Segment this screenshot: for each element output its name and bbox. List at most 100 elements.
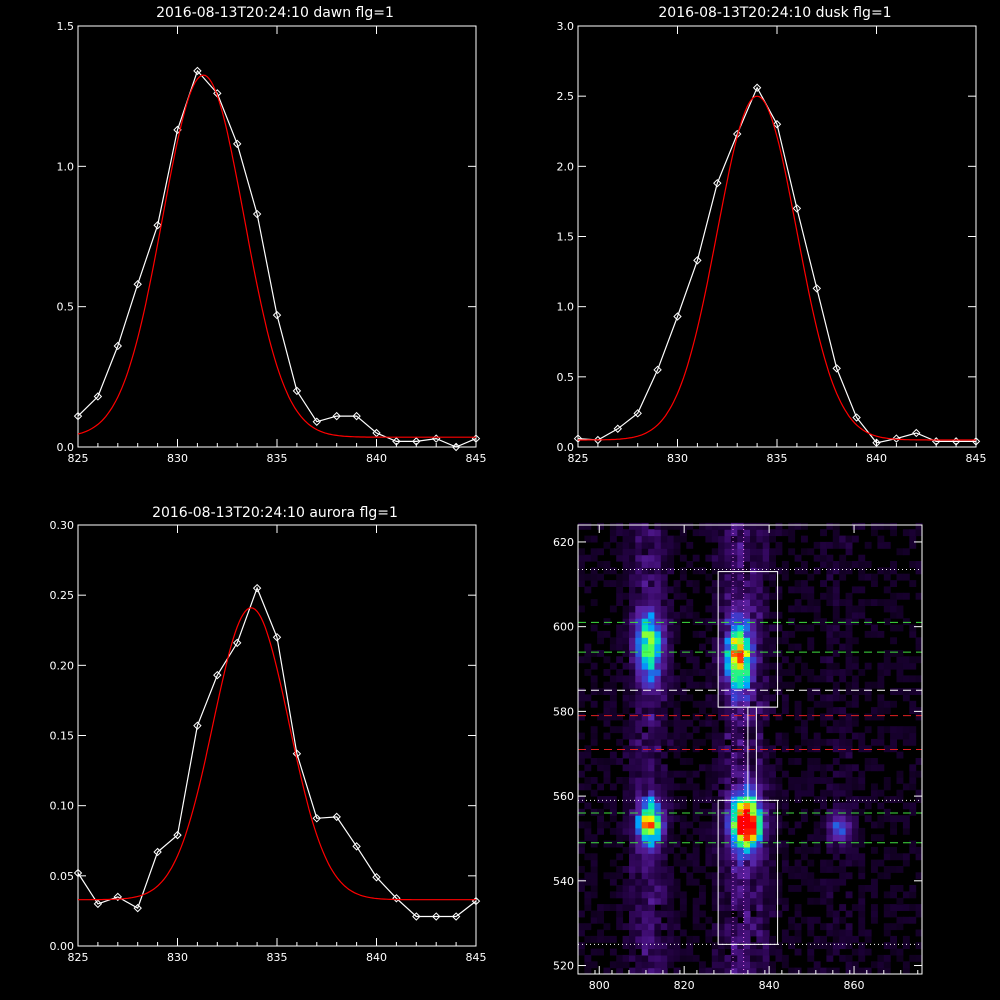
heatmap-cell: [839, 535, 847, 543]
heatmap-cell: [692, 796, 700, 803]
heatmap-cell: [826, 637, 834, 645]
heatmap-cell: [654, 618, 662, 626]
heatmap-cell: [788, 916, 796, 924]
heatmap-cell: [616, 529, 624, 537]
heatmap-cell: [635, 548, 643, 556]
heatmap-cell: [858, 522, 866, 530]
heatmap-cell: [775, 910, 783, 918]
heatmap-cell: [794, 567, 802, 575]
heatmap-cell: [648, 846, 655, 854]
heatmap-cell: [896, 605, 904, 613]
heatmap-cell: [711, 853, 719, 861]
heatmap-cell: [648, 827, 655, 835]
heatmap-cell: [660, 700, 668, 708]
heatmap-cell: [654, 745, 662, 753]
heatmap-cell: [839, 878, 847, 886]
heatmap-cell: [807, 738, 815, 746]
heatmap-cell: [603, 618, 611, 626]
heatmap-cell: [769, 592, 776, 600]
heatmap-cell: [820, 777, 827, 784]
heatmap-cell: [915, 910, 923, 918]
heatmap-cell: [730, 853, 738, 861]
heatmap-cell: [743, 789, 751, 797]
aurora-point: [113, 892, 123, 902]
heatmap-cell: [871, 846, 878, 854]
heatmap-cell: [629, 827, 636, 835]
heatmap-cell: [826, 726, 834, 734]
heatmap-cell: [807, 789, 815, 797]
heatmap-cell: [616, 656, 624, 664]
heatmap-cell: [622, 567, 630, 575]
heatmap-cell: [730, 929, 738, 937]
heatmap-cell: [724, 630, 732, 638]
aurora-ytick-label: 0.00: [50, 940, 75, 953]
heatmap-cell: [858, 916, 866, 924]
heatmap-cell: [724, 643, 732, 651]
heatmap-cell: [654, 885, 662, 892]
heatmap-cell: [896, 688, 904, 695]
heatmap-cell: [660, 541, 668, 549]
heatmap-cell: [711, 669, 719, 676]
heatmap-cell: [584, 853, 592, 861]
heatmap-frame: [577, 524, 923, 975]
heatmap-cell: [724, 961, 732, 969]
heatmap-cell: [641, 853, 649, 861]
aurora-point: [451, 912, 461, 921]
dusk-spectrum-panel: 2016-08-13T20:24:10 dusk flg=1 825 830 835…: [557, 5, 987, 465]
heatmap-cell: [660, 573, 668, 581]
heatmap-cell: [756, 688, 764, 695]
heatmap-cell: [616, 916, 624, 924]
heatmap-cell: [832, 796, 840, 803]
heatmap-cell: [743, 821, 751, 829]
heatmap-cell: [781, 732, 789, 740]
heatmap-cell: [801, 719, 808, 727]
heatmap-cell: [902, 675, 910, 683]
aurora-xtick-label: 840: [366, 951, 387, 964]
heatmap-cell: [711, 637, 719, 645]
heatmap-cell: [756, 967, 764, 975]
heatmap-cell: [603, 681, 611, 689]
heatmap-cell: [673, 624, 681, 632]
heatmap-cell: [756, 681, 764, 689]
heatmap-cell: [590, 891, 598, 899]
heatmap-cell: [864, 764, 872, 772]
heatmap-cell: [673, 637, 681, 645]
heatmap-cell: [750, 586, 757, 594]
heatmap-cell: [718, 573, 725, 581]
heatmap-cell: [737, 954, 745, 962]
heatmap-cell: [737, 777, 745, 784]
heatmap-cell: [743, 738, 751, 746]
heatmap-cell: [578, 522, 585, 530]
heatmap-cell: [737, 713, 745, 721]
aurora-point: [392, 894, 401, 903]
heatmap-cell: [673, 688, 681, 695]
heatmap-cell: [756, 669, 764, 676]
heatmap-cell: [769, 611, 776, 619]
heatmap-cell: [686, 561, 694, 568]
heatmap-cell: [845, 713, 853, 721]
heatmap-cell: [597, 758, 604, 765]
heatmap-cell: [648, 942, 655, 950]
heatmap-cell: [839, 783, 847, 791]
heatmap-cell: [750, 954, 757, 962]
heatmap-cell: [711, 802, 719, 810]
heatmap-cell: [597, 630, 604, 638]
heatmap-cell: [699, 764, 706, 772]
heatmap-cell: [896, 624, 904, 632]
heatmap-cell: [750, 891, 757, 899]
heatmap-cell: [877, 859, 885, 867]
heatmap-cell: [629, 891, 636, 899]
heatmap-cell: [629, 675, 636, 683]
heatmap-cell: [762, 611, 770, 619]
dusk-ytick-label: 0.5: [557, 371, 575, 384]
heatmap-cell: [737, 942, 745, 950]
heatmap-cell: [622, 834, 630, 842]
heatmap-cell: [781, 770, 789, 778]
heatmap-cell: [641, 580, 649, 587]
heatmap-cell: [762, 777, 770, 784]
heatmap-cell: [820, 802, 827, 810]
heatmap-cell: [858, 777, 866, 784]
heatmap-cell: [648, 580, 655, 587]
heatmap-cell: [877, 662, 885, 670]
heatmap-cell: [807, 954, 815, 962]
